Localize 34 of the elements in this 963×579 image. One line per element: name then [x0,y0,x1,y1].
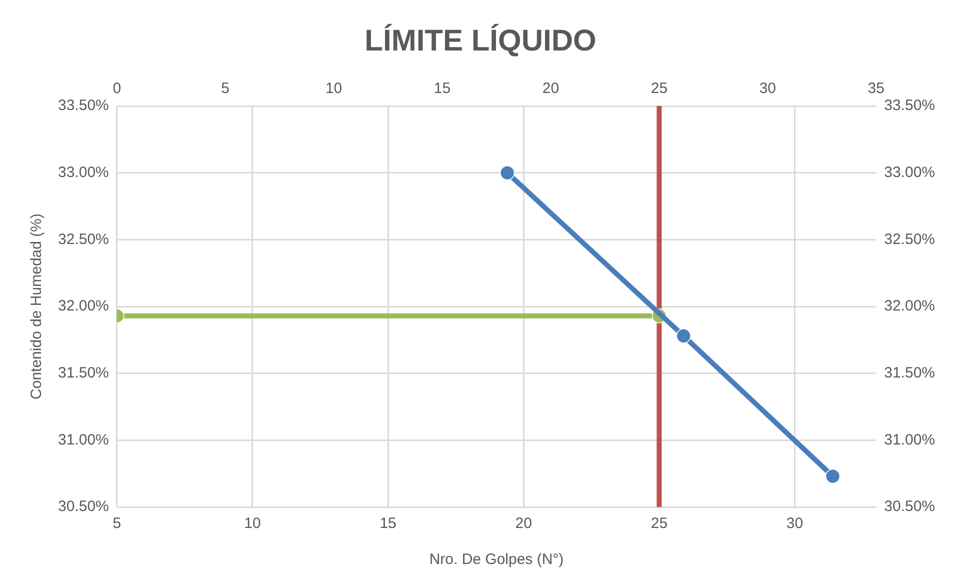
point [676,328,691,344]
y-tick-label: 33.00% [58,164,109,181]
y-tick-label: 31.50% [58,364,109,382]
x2-tick-label: 10 [325,80,342,98]
y2-tick-label: 31.00% [884,431,935,448]
y-tick-label: 30.50% [58,498,109,516]
y-tick-label: 31.00% [58,431,109,448]
x-tick-label: 10 [244,515,261,532]
y-tick-label: 33.50% [58,97,109,114]
y2-tick-label: 33.50% [884,97,935,114]
x2-tick-label: 25 [650,80,668,98]
x-tick-label: 30 [786,515,804,532]
x-axis-title: Nro. De Golpes (N°) [429,551,564,568]
y2-tick-label: 31.50% [884,364,935,382]
point [825,468,840,484]
x2-tick-label: 20 [542,80,560,98]
y2-tick-label: 33.00% [884,164,935,181]
y-axis-title: Contenido de Humedad (%) [28,214,46,400]
x2-tick-label: 15 [434,80,451,98]
x2-tick-label: 5 [221,80,230,98]
y-tick-label: 32.50% [58,230,109,248]
x2-tick-label: 35 [868,80,884,98]
chart-title: LÍMITE LÍQUIDO [364,23,596,58]
x-tick-label: 5 [112,515,122,532]
y-tick-label: 32.00% [58,298,109,315]
x2-tick-label: 30 [759,80,776,98]
y2-tick-label: 32.50% [884,230,935,248]
x-tick-label: 15 [380,515,396,532]
x-tick-label: 20 [515,515,532,532]
y2-tick-label: 30.50% [884,498,935,516]
x-tick-label: 25 [650,515,668,532]
y2-tick-label: 32.00% [884,298,935,315]
point [500,165,515,180]
x2-tick-label: 0 [112,80,122,98]
